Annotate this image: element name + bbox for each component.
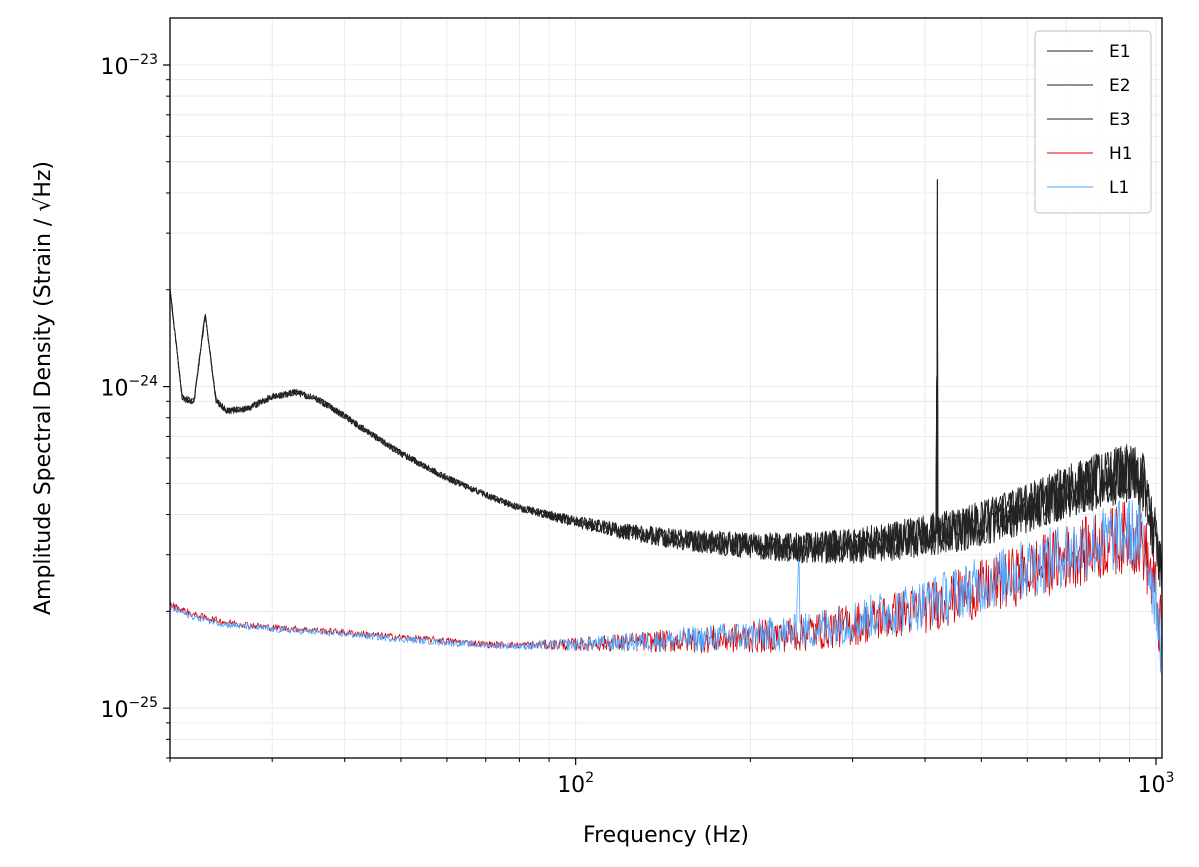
legend-label-l1: L1: [1109, 178, 1129, 198]
plot-frame: [169, 17, 1163, 759]
y-axis-label: Amplitude Spectral Density (Strain / √Hz…: [31, 161, 56, 615]
series-line-e3: [169, 179, 1163, 601]
legend-label-e1: E1: [1109, 42, 1131, 62]
series-layer: [169, 179, 1163, 673]
y-tick-label: 10−25: [100, 695, 158, 723]
x-tick-label: 102: [557, 770, 594, 798]
plot-background: [170, 18, 1162, 758]
grid-lines: [169, 18, 1162, 759]
legend-box: [1034, 30, 1152, 214]
legend-label-e3: E3: [1109, 110, 1131, 130]
tick-layer: 102 103 10−25 10−24 10−23: [100, 52, 1174, 798]
y-tick-label: 10−24: [100, 374, 158, 402]
x-tick-label: 103: [1138, 770, 1175, 798]
series-line-l1: [169, 500, 1163, 673]
x-axis-label: Frequency (Hz): [583, 823, 749, 848]
legend-label-h1: H1: [1109, 144, 1133, 164]
legend: E1 E2 E3 H1 L1: [1034, 30, 1152, 214]
y-tick-label: 10−23: [100, 52, 158, 80]
legend-label-e2: E2: [1109, 76, 1131, 96]
